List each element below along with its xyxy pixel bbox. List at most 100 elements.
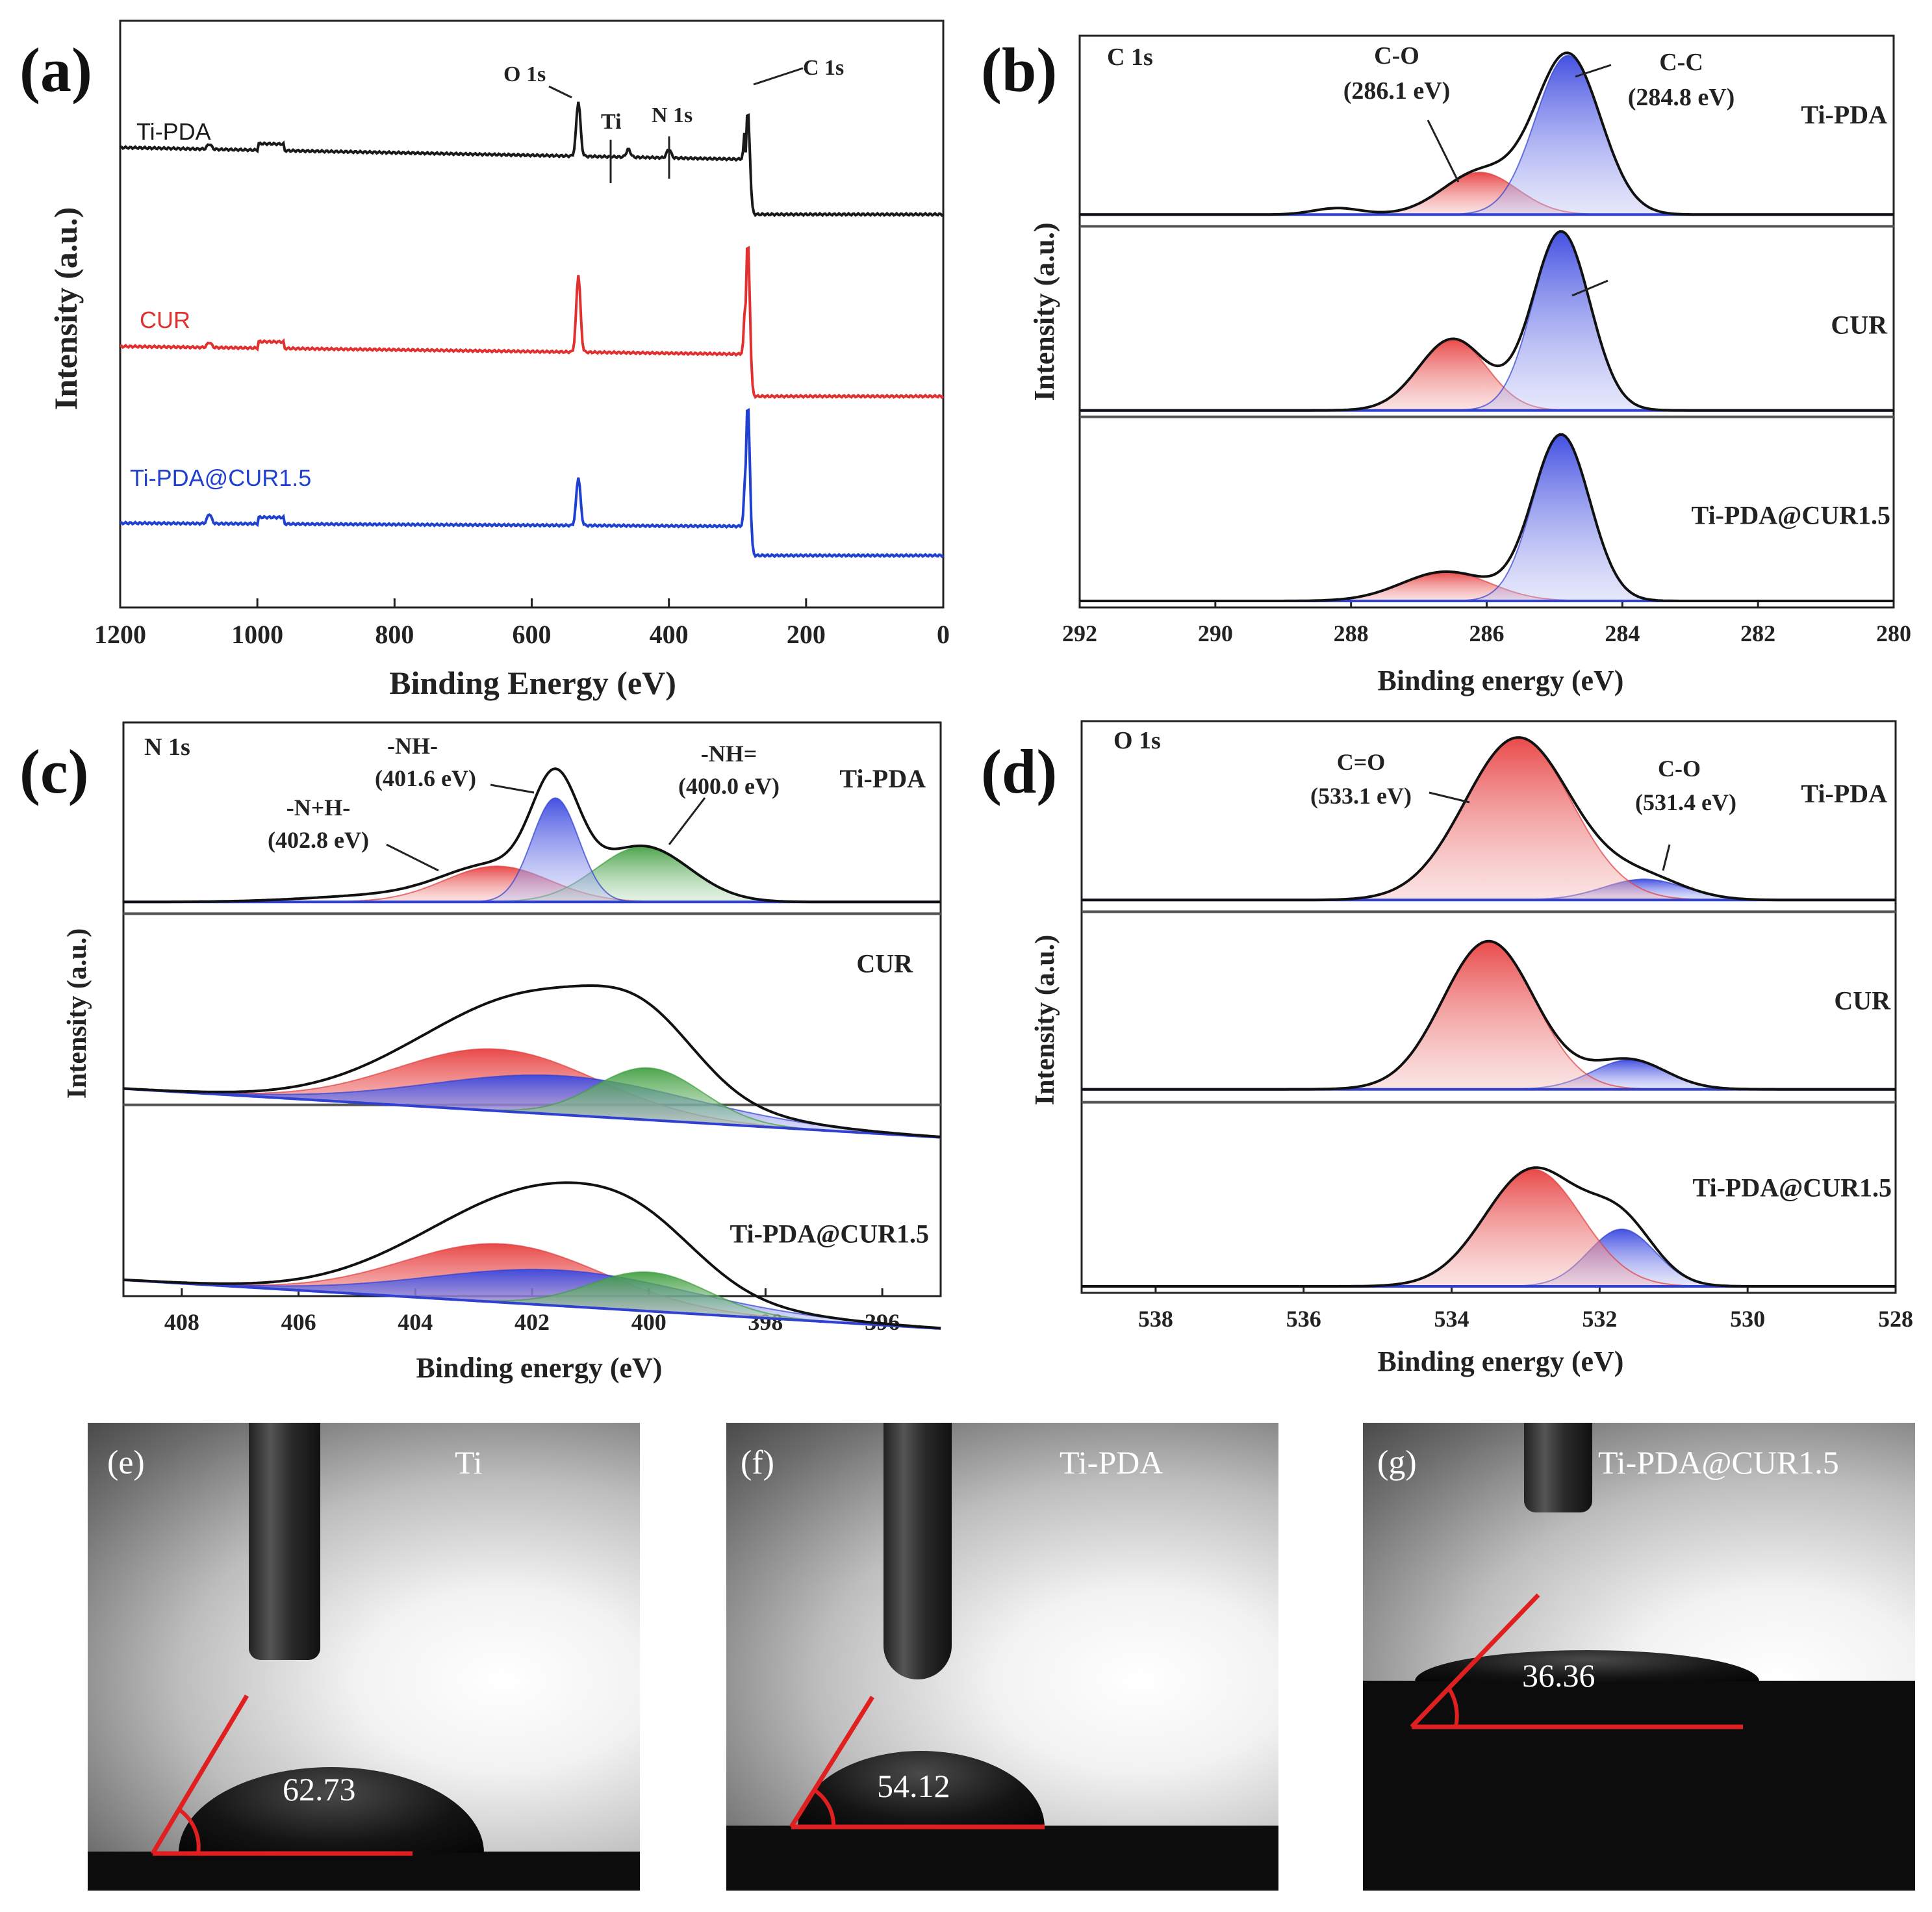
annotation-arrow: [1575, 64, 1612, 78]
component-fill-nh: [123, 1272, 941, 1329]
title-c: N 1s: [144, 733, 190, 761]
peak-annotation: N 1s: [652, 103, 693, 127]
panel-b: 292 290 288 286 284 282 280 Ti-PDA CUR Ti-PDA@CUR…: [1062, 34, 1911, 646]
ylabel-b: Intensity (a.u.): [1028, 222, 1060, 401]
x-tick-label-a: 400: [650, 620, 689, 649]
x-tick-label: 532: [1582, 1306, 1617, 1332]
x-tick-label: 286: [1469, 620, 1505, 646]
angle-lines: [1410, 1593, 1743, 1729]
x-tick-label: 292: [1062, 620, 1097, 646]
component-energy: (533.1 eV): [1310, 783, 1412, 809]
component-fill-co: [1080, 572, 1894, 601]
series-label: CUR: [140, 307, 190, 333]
component-fill-co: [1082, 737, 1896, 900]
series-line-ti-pda-cur1-5: [120, 408, 945, 559]
annotation-arrow: [386, 843, 439, 872]
contact-angle-value: 62.73: [283, 1771, 356, 1807]
photo-label-e: (e): [107, 1444, 145, 1481]
sample-label: Ti-PDA@CUR1.5: [1693, 1173, 1892, 1203]
x-tick-label-a: 600: [513, 620, 552, 649]
title-d: O 1s: [1113, 727, 1161, 754]
xlabel-a: Binding Energy (eV): [389, 665, 676, 701]
substrate: [1363, 1681, 1915, 1891]
ylabel-d: Intensity (a.u.): [1030, 935, 1060, 1106]
x-tick-label: 406: [281, 1309, 316, 1335]
x-tick-label: 280: [1876, 620, 1911, 646]
x-tick-label: 534: [1434, 1306, 1469, 1332]
contact-angle-photo-ti-pda: (f) Ti-PDA 54.12: [726, 1423, 1278, 1891]
peak-annotation: O 1s: [503, 62, 546, 86]
xlabel-c: Binding energy (eV): [416, 1352, 663, 1384]
envelope-line: [1080, 51, 1894, 216]
annotation-arrow: [490, 784, 535, 794]
series-label: Ti-PDA: [136, 118, 211, 145]
component-fill-nh: [123, 1067, 941, 1138]
needle: [883, 1423, 952, 1679]
xlabel-b: Binding energy (eV): [1378, 665, 1624, 696]
component-line: [123, 1268, 941, 1329]
x-tick-label: 288: [1334, 620, 1369, 646]
annotation-arrow: [1427, 120, 1460, 183]
component-fill-co: [1082, 879, 1896, 900]
x-tick-label: 404: [398, 1309, 433, 1335]
photo-sample-ti-pda-cur: Ti-PDA@CUR1.5: [1598, 1444, 1839, 1481]
x-tick-label-a: 800: [375, 620, 414, 649]
x-tick-label: 290: [1198, 620, 1233, 646]
component-fill-co: [1082, 1169, 1896, 1286]
contact-angle-value: 36.36: [1522, 1657, 1595, 1694]
xlabel-d: Binding energy (eV): [1378, 1345, 1624, 1377]
photo-sample-ti-pda: Ti-PDA: [1060, 1444, 1163, 1481]
contact-angle-photo-ti-pda-cur: (g) Ti-PDA@CUR1.5 36.36: [1363, 1423, 1915, 1891]
x-tick-label: 282: [1740, 620, 1775, 646]
component-name: C-O: [1658, 756, 1701, 782]
annotation-arrow: [1662, 844, 1671, 871]
envelope-line: [1080, 230, 1894, 412]
component-name: C=O: [1337, 749, 1386, 775]
sample-label: Ti-PDA@CUR1.5: [1692, 501, 1890, 530]
angle-lines: [789, 1696, 1045, 1829]
annotation-arrow: [753, 67, 804, 86]
x-tick-label: 538: [1138, 1306, 1173, 1332]
x-tick-label: 408: [164, 1309, 199, 1335]
background-line: [123, 1087, 941, 1139]
panel-label-a: (a): [19, 35, 92, 105]
component-energy: (531.4 eV): [1635, 789, 1736, 815]
angle-lines: [150, 1694, 413, 1856]
contact-angle-photo-ti: (e) Ti 62.73: [88, 1423, 640, 1891]
component-name: C-C: [1659, 49, 1703, 76]
photo-label-f: (f): [741, 1444, 774, 1481]
substrate: [88, 1852, 640, 1891]
sample-label: Ti-PDA: [839, 764, 926, 793]
panel-label-b: (b): [981, 35, 1057, 105]
peak-annotation: Ti: [601, 110, 622, 134]
envelope-line: [1082, 1166, 1896, 1288]
component-name: C-O: [1374, 42, 1419, 70]
envelope-line: [123, 984, 941, 1138]
sample-label: CUR: [1831, 310, 1888, 339]
series-label: Ti-PDA@CUR1.5: [130, 465, 311, 491]
component-energy: (286.1 eV): [1343, 77, 1451, 105]
needle: [249, 1423, 320, 1660]
component-energy: (400.0 eV): [678, 773, 780, 799]
component-fill-nh: [123, 798, 941, 902]
component-fill-nh: [123, 1075, 941, 1138]
component-name: -N+H-: [286, 795, 351, 821]
needle: [1524, 1423, 1592, 1512]
envelope-line: [1080, 433, 1894, 602]
panel-a: 1200 1000 800 600 400 200 0 Ti-PDA CUR Ti-PDA@CUR…: [94, 19, 950, 649]
annotation-arrow: [1429, 791, 1470, 804]
sample-label: CUR: [1834, 986, 1891, 1015]
plot-frame: [1080, 720, 1897, 1294]
sample-label: Ti-PDA@CUR1.5: [730, 1219, 929, 1249]
x-tick-label: 284: [1605, 620, 1640, 646]
sample-label: CUR: [856, 949, 913, 978]
annotation-arrow: [668, 797, 706, 845]
photo-sample-ti: Ti: [455, 1444, 483, 1481]
panel-label-c: (c): [19, 737, 89, 806]
component-energy: (284.8 eV): [1628, 84, 1735, 111]
envelope-line: [123, 1181, 941, 1330]
component-fill-co: [1082, 941, 1896, 1090]
ylabel-a: Intensity (a.u.): [47, 207, 84, 411]
envelope-line: [1082, 939, 1896, 1091]
component-energy: (401.6 eV): [375, 765, 476, 791]
